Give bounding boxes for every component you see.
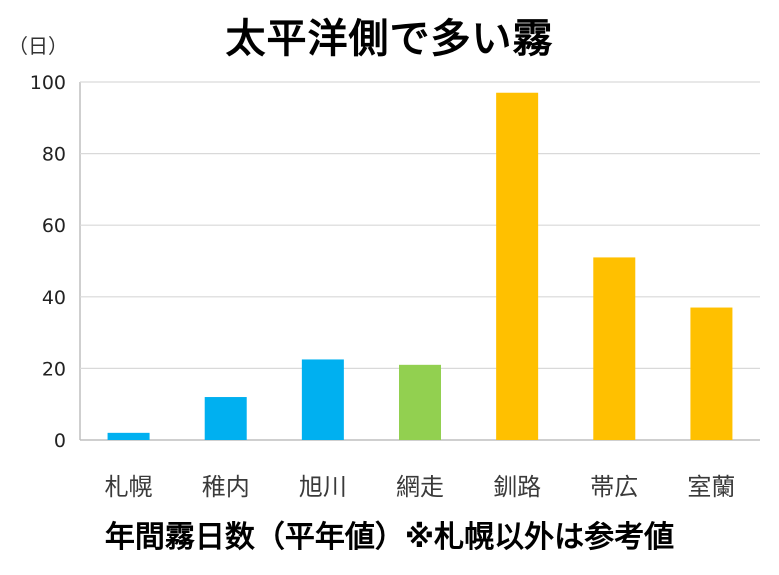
x-axis-categories: 札幌 稚内 旭川 網走 釧路 帯広 室蘭 [105,473,736,501]
y-tick-label: 60 [42,215,66,237]
x-category-label: 稚内 [202,473,250,501]
bars [107,92,733,441]
bar-3 [399,364,441,440]
bar-0 [107,432,150,440]
x-category-label: 室蘭 [687,473,735,501]
bar-6 [690,307,733,440]
y-tick-label: 20 [42,358,66,380]
x-category-label: 札幌 [105,473,153,501]
x-axis-caption: 年間霧日数（平年値）※札幌以外は参考値 [104,520,675,555]
bar-1 [204,397,247,440]
y-tick-label: 100 [30,72,66,94]
x-category-label: 網走 [396,473,444,501]
y-axis-ticks: 0 20 40 60 80 100 [30,72,66,452]
bar-2 [301,359,344,440]
y-tick-label: 0 [54,430,66,452]
chart-title: 太平洋側で多い霧 [225,16,554,62]
bar-4 [496,92,539,441]
y-tick-label: 40 [42,287,66,309]
y-axis-unit-label: （日） [8,34,68,58]
x-category-label: 帯広 [590,473,638,501]
bar-5 [593,257,636,440]
x-category-label: 釧路 [493,473,541,501]
y-tick-label: 80 [42,144,66,166]
x-category-label: 旭川 [299,473,347,501]
